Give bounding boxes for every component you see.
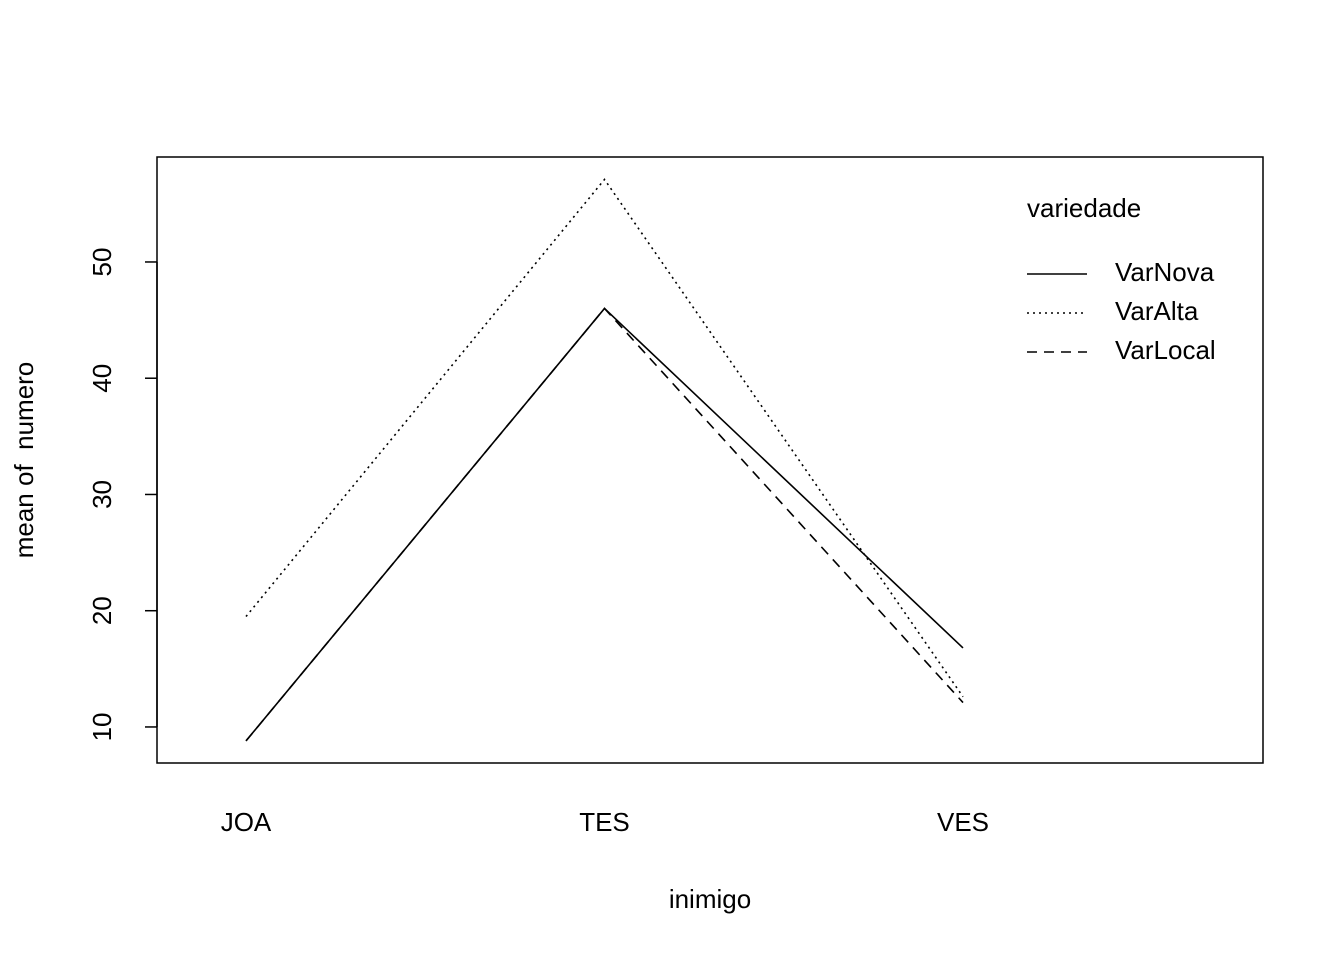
series-line [245, 178, 964, 698]
y-tick-label: 30 [87, 480, 117, 509]
series-line [245, 307, 964, 742]
x-tick-label: VES [937, 807, 989, 837]
x-axis-label: inimigo [669, 884, 751, 914]
x-tick-label: TES [579, 807, 630, 837]
legend-label: VarLocal [1115, 335, 1216, 365]
legend-label: VarAlta [1115, 296, 1199, 326]
legend-label: VarNova [1115, 257, 1215, 287]
y-tick-label: 20 [87, 596, 117, 625]
y-tick-label: 50 [87, 248, 117, 277]
legend-title: variedade [1027, 193, 1141, 223]
series-line [245, 307, 964, 742]
x-tick-label: JOA [221, 807, 272, 837]
y-tick-label: 10 [87, 713, 117, 742]
y-axis-label: mean of numero [9, 362, 39, 559]
y-tick-label: 40 [87, 364, 117, 393]
plot-box [156, 156, 1264, 764]
